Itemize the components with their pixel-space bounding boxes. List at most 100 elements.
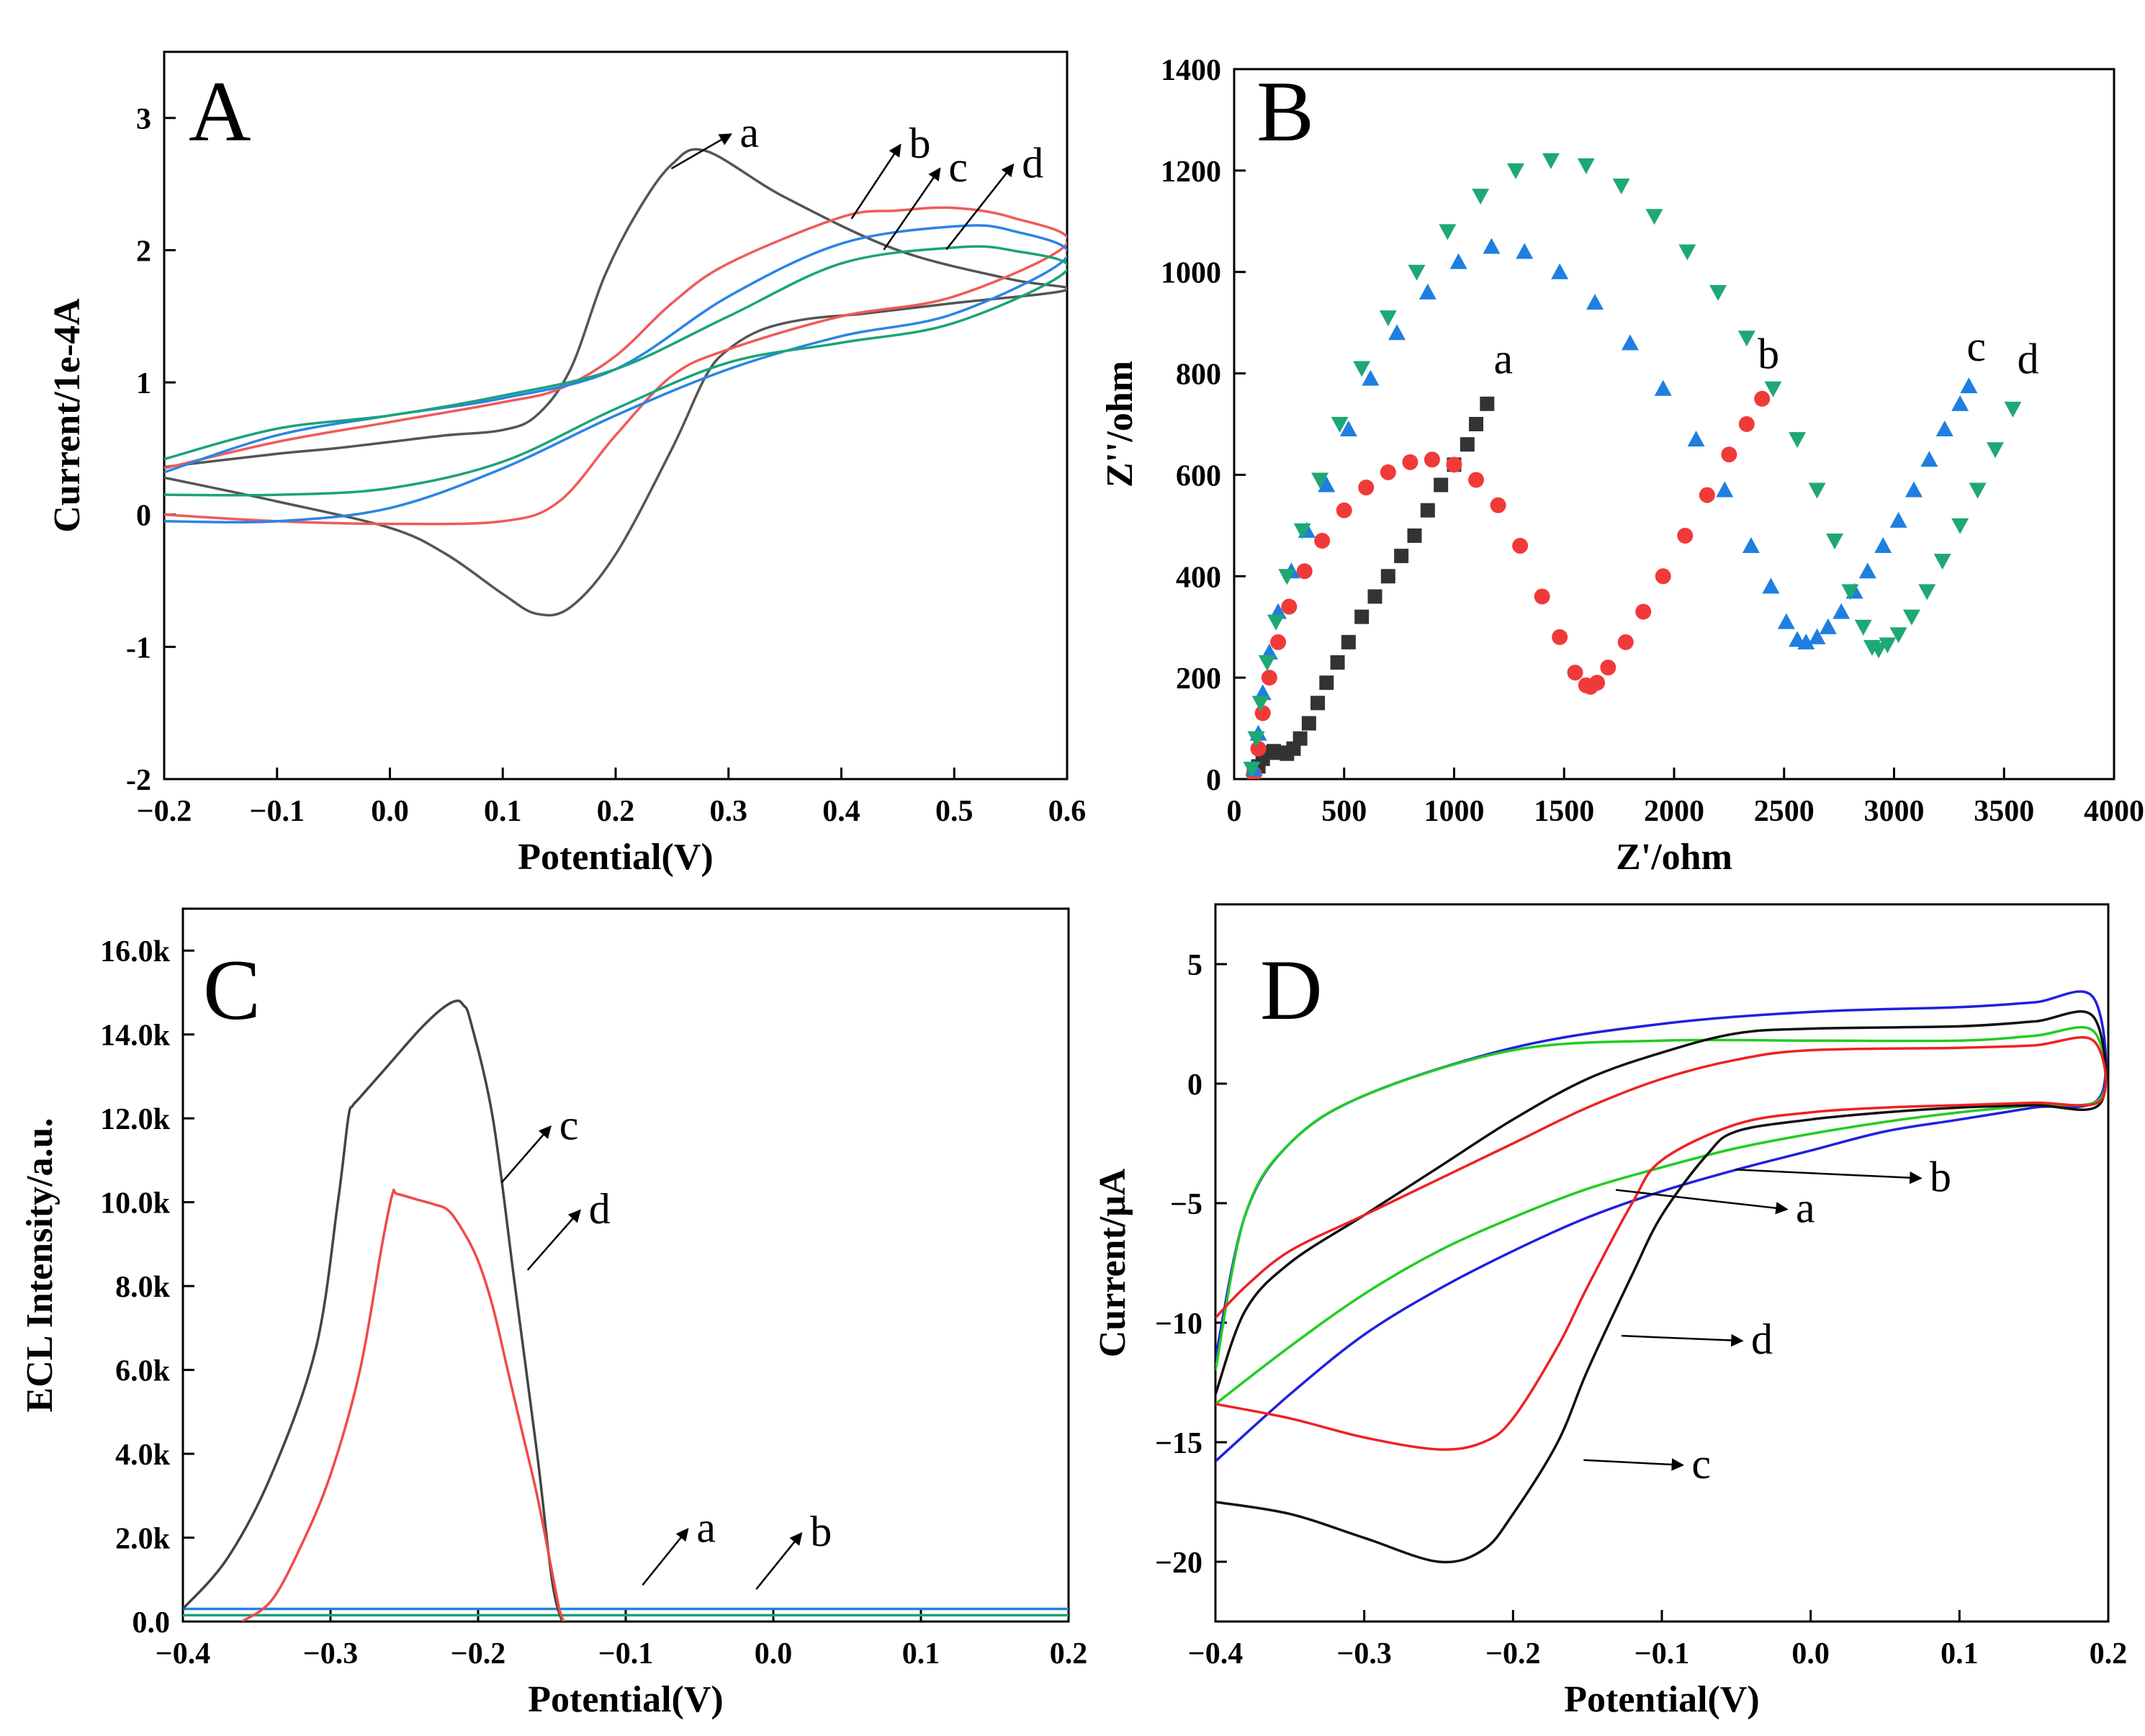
panel-a-x-tick-label: 0.6 [1048, 795, 1087, 828]
panel-b-series-c-point [1551, 263, 1569, 279]
panel-b-series-a-point [1460, 437, 1475, 452]
panel-a-x-axis-label: Potential(V) [518, 837, 713, 878]
panel-b-series-a-point [1341, 634, 1356, 649]
panel-b-series-b-point [1314, 532, 1331, 549]
panel-b-series-d-point [1933, 554, 1951, 570]
panel-b-series-c-point [1777, 613, 1795, 629]
panel-d: −0.4 −0.3 −0.2 −0.1 0.0 0.1 0.2 −20 −15 −10 −5 0 5 Po… [1092, 903, 2128, 1720]
panel-b-series-c-point [1654, 379, 1672, 396]
panel-d-y-tick-label: 0 [1187, 1069, 1202, 1102]
panel-c-y-tick-label: 14.0k [100, 1020, 171, 1053]
panel-c-curve-label: a [696, 1503, 716, 1551]
panel-b-series-b-point [1358, 480, 1375, 496]
panel-b-series-d-point [1841, 584, 1859, 601]
panel-b-series-c-point [1687, 431, 1705, 447]
panel-c-x-tick-label: 0.1 [902, 1637, 940, 1670]
panel-c-y-axis-label: ECL Intensity/a.u. [19, 1118, 60, 1413]
panel-c-x-tick-label: 0.2 [1050, 1637, 1088, 1670]
panel-b-series-b-point [1617, 634, 1634, 650]
panel-a-y-tick-label: 0 [136, 500, 151, 533]
panel-b-x-tick-label: 3500 [1974, 795, 2034, 828]
panel-b-series-c-point [1874, 537, 1892, 554]
panel-a-x-tick-label: 0.2 [597, 795, 635, 828]
panel-b-x-tick-label: 0 [1227, 795, 1242, 828]
panel-c-x-tick-label: −0.1 [598, 1637, 653, 1670]
panel-b-series-c-point [1762, 577, 1780, 594]
panel-b-curve-label: a [1493, 336, 1513, 383]
panel-b-series-c-point [1935, 420, 1953, 437]
panel-b-series-c-point [1586, 293, 1604, 310]
panel-c-y-tick-label: 16.0k [100, 935, 171, 968]
panel-label-c: C [203, 942, 261, 1038]
panel-a-annotation-arrow [850, 143, 901, 220]
panel-a-series-d-line [164, 245, 1067, 497]
panel-a-annotation-arrow [945, 163, 1015, 251]
panel-a-curve-label: c [948, 143, 968, 191]
panel-b-series-b-point [1738, 416, 1755, 432]
panel-a-x-tick-label: 0.3 [710, 795, 748, 828]
panel-b-series-b-point [1261, 670, 1277, 686]
panel-b-series-d-point [1408, 264, 1426, 281]
panel-d-y-tick-label: −15 [1155, 1427, 1202, 1460]
panel-d-y-tick-label: 5 [1187, 949, 1202, 982]
panel-b-series-d-point [1379, 310, 1397, 327]
panel-a-annotation-arrow [670, 133, 732, 170]
panel-d-x-tick-label: −0.2 [1485, 1637, 1540, 1670]
panel-b-series-d-point [1311, 472, 1329, 489]
panel-b-series-d-point [1331, 417, 1349, 433]
panel-b-series-d-point [1889, 627, 1907, 644]
panel-b-y-tick-label: 400 [1176, 561, 1221, 594]
panel-b-series-d-point [1737, 330, 1755, 347]
panel-b-x-tick-label: 1000 [1424, 795, 1485, 828]
panel-label-a: A [189, 63, 251, 159]
panel-b-series-c-point [1920, 451, 1938, 467]
panel-d-curve-label: b [1930, 1153, 1951, 1200]
panel-b-series-b-point [1296, 563, 1313, 580]
panel-d-annotation-arrow [1621, 1334, 1744, 1347]
panel-b-series-d-point [1678, 244, 1696, 261]
panel-a-annotation-arrow [883, 167, 941, 251]
panel-b-series-b-point [1600, 660, 1616, 676]
panel-b-series-d-point [1808, 482, 1826, 499]
panel-b-series-c-point [1833, 603, 1851, 619]
panel-b-series-c-point [1808, 628, 1826, 644]
panel-b-series-c-point [1905, 481, 1923, 498]
panel-c-x-axis-label: Potential(V) [528, 1679, 723, 1720]
panel-b-series-d-point [1577, 158, 1595, 174]
panel-b-series-b-point [1281, 598, 1298, 615]
panel-b-series-a-point [1469, 417, 1484, 431]
panel-c-y-tick-label: 0.0 [132, 1606, 171, 1640]
panel-c: −0.4 −0.3 −0.2 −0.1 0.0 0.1 0.2 0.0 2.0k 4.0k 6.0k… [19, 907, 1088, 1720]
panel-d-x-axis-label: Potential(V) [1564, 1679, 1759, 1720]
panel-b-series-d-point [1826, 533, 1844, 549]
panel-d-x-tick-label: 0.2 [2090, 1637, 2128, 1670]
panel-b-series-c-point [1449, 253, 1467, 269]
panel-b-series-a-point [1407, 528, 1422, 543]
panel-b-y-tick-label: 200 [1176, 662, 1221, 696]
panel-a-curve-label: a [739, 109, 759, 156]
panel-b-x-tick-label: 2500 [1754, 795, 1815, 828]
panel-b-series-d-point [1439, 224, 1457, 240]
panel-b-series-b-point [1721, 446, 1737, 463]
panel-d-plot-frame [1214, 903, 2110, 1623]
panel-b-series-d-point [1251, 696, 1269, 712]
panel-b-series-c-point [1318, 476, 1336, 493]
panel-b-series-a-point [1367, 589, 1382, 604]
panel-c-x-tick-label: −0.2 [451, 1637, 505, 1670]
panel-b-series-c-point [1483, 238, 1501, 254]
panel-d-series-a-line [1215, 990, 2108, 1462]
panel-d-y-axis-label: Current/μA [1092, 1168, 1133, 1357]
panel-d-y-tick-label: −20 [1155, 1547, 1202, 1580]
panel-b-series-c-point [1621, 334, 1639, 351]
panel-b-series-c-point [1516, 243, 1534, 259]
panel-d-y-tick-label: −10 [1155, 1308, 1202, 1341]
panel-a-y-tick-label: -1 [126, 631, 151, 665]
panel-a-series-a-line [164, 148, 1067, 617]
panel-b-series-b-point [1380, 464, 1396, 480]
panel-b-series-d-point [1472, 189, 1490, 205]
panel-d-series-c-line [1215, 1010, 2108, 1564]
panel-b-series-d-point [1247, 731, 1265, 747]
panel-c-y-tick-label: 10.0k [100, 1187, 171, 1220]
panel-b-series-c-point [1819, 618, 1837, 634]
